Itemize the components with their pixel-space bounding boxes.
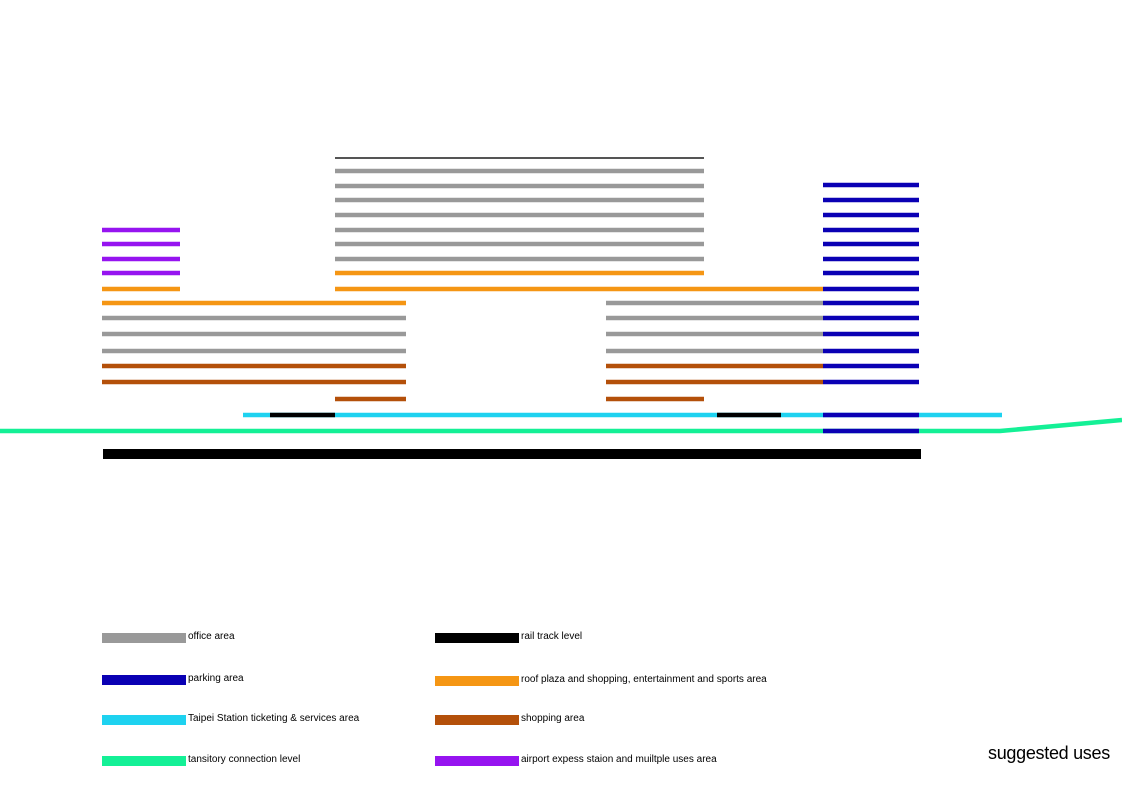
airport-express-floor bbox=[102, 227, 180, 233]
legend-label-ticketing: Taipei Station ticketing & services area bbox=[188, 713, 360, 724]
central-tower-office-floor bbox=[335, 168, 704, 174]
airport-express-floor bbox=[102, 241, 180, 247]
parking-tower-floor bbox=[823, 300, 919, 306]
airport-express-floor bbox=[102, 256, 180, 262]
left-block-roof-plaza bbox=[102, 300, 406, 306]
right-block-office-floor bbox=[606, 331, 823, 337]
parking-tower-floor bbox=[823, 270, 919, 276]
left-block-office-floor bbox=[102, 348, 406, 354]
parking-tower-ticketing-level-floor bbox=[823, 412, 919, 418]
legend-label-office: office area bbox=[188, 631, 235, 642]
central-tower-office-floor bbox=[335, 256, 704, 262]
parking-tower-floor bbox=[823, 227, 919, 233]
roof-plaza-level bbox=[335, 286, 823, 292]
ticketing-level-rail-segment bbox=[717, 412, 781, 418]
right-block-lower-shopping-floor bbox=[606, 396, 704, 402]
parking-tower-floor bbox=[823, 379, 919, 385]
central-tower-office-floor bbox=[335, 227, 704, 233]
left-block-office-floor bbox=[102, 331, 406, 337]
legend-label-roof-plaza: roof plaza and shopping, entertainment a… bbox=[521, 674, 767, 685]
parking-tower-floor bbox=[823, 241, 919, 247]
legend-swatch-parking bbox=[102, 675, 186, 685]
central-tower-roof-line bbox=[335, 157, 704, 159]
central-tower-office-floor bbox=[335, 241, 704, 247]
parking-tower-floor bbox=[823, 315, 919, 321]
ticketing-level-rail-segment bbox=[270, 412, 335, 418]
parking-tower-floor bbox=[823, 212, 919, 218]
right-block-shopping-floor bbox=[606, 363, 823, 369]
legend-swatch-airport bbox=[435, 756, 519, 766]
rail-track-level bbox=[103, 449, 921, 459]
central-tower-office-floor bbox=[335, 212, 704, 218]
left-block-office-floor bbox=[102, 315, 406, 321]
legend-swatch-shopping bbox=[435, 715, 519, 725]
right-block-office-floor bbox=[606, 315, 823, 321]
legend-swatch-office bbox=[102, 633, 186, 643]
parking-tower-floor bbox=[823, 256, 919, 262]
parking-tower-floor bbox=[823, 286, 919, 292]
ticketing-services-level bbox=[243, 412, 1002, 418]
parking-tower-floor bbox=[823, 363, 919, 369]
left-block-shopping-floor bbox=[102, 379, 406, 385]
left-block-shopping-floor bbox=[102, 363, 406, 369]
left-block-lower-shopping-floor bbox=[335, 396, 406, 402]
parking-tower-floor bbox=[823, 348, 919, 354]
airport-express-floor bbox=[102, 270, 180, 276]
right-block-office-floor bbox=[606, 348, 823, 354]
legend-label-rail: rail track level bbox=[521, 631, 583, 642]
parking-tower-connection-level-floor bbox=[823, 428, 919, 434]
legend-label-connection: tansitory connection level bbox=[188, 754, 301, 765]
central-tower-plaza-floor bbox=[335, 270, 704, 276]
central-tower-office-floor bbox=[335, 197, 704, 203]
legend-swatch-rail bbox=[435, 633, 519, 643]
legend-swatch-roof-plaza bbox=[435, 676, 519, 686]
legend-swatch-connection bbox=[102, 756, 186, 766]
parking-tower-floor bbox=[823, 182, 919, 188]
diagram-caption: suggested uses bbox=[988, 743, 1110, 763]
central-tower-office-floor bbox=[335, 183, 704, 189]
legend-label-airport: airport expess staion and muiltple uses … bbox=[521, 754, 717, 765]
left-block-plaza-floor bbox=[102, 286, 180, 292]
parking-tower-floor bbox=[823, 331, 919, 337]
right-block-shopping-floor bbox=[606, 379, 823, 385]
parking-tower-floor bbox=[823, 197, 919, 203]
right-block-office-floor bbox=[606, 300, 823, 306]
transitory-connection-level bbox=[0, 417, 1122, 434]
legend-label-shopping: shopping area bbox=[521, 713, 585, 724]
legend-swatch-ticketing bbox=[102, 715, 186, 725]
legend-label-parking: parking area bbox=[188, 673, 244, 684]
